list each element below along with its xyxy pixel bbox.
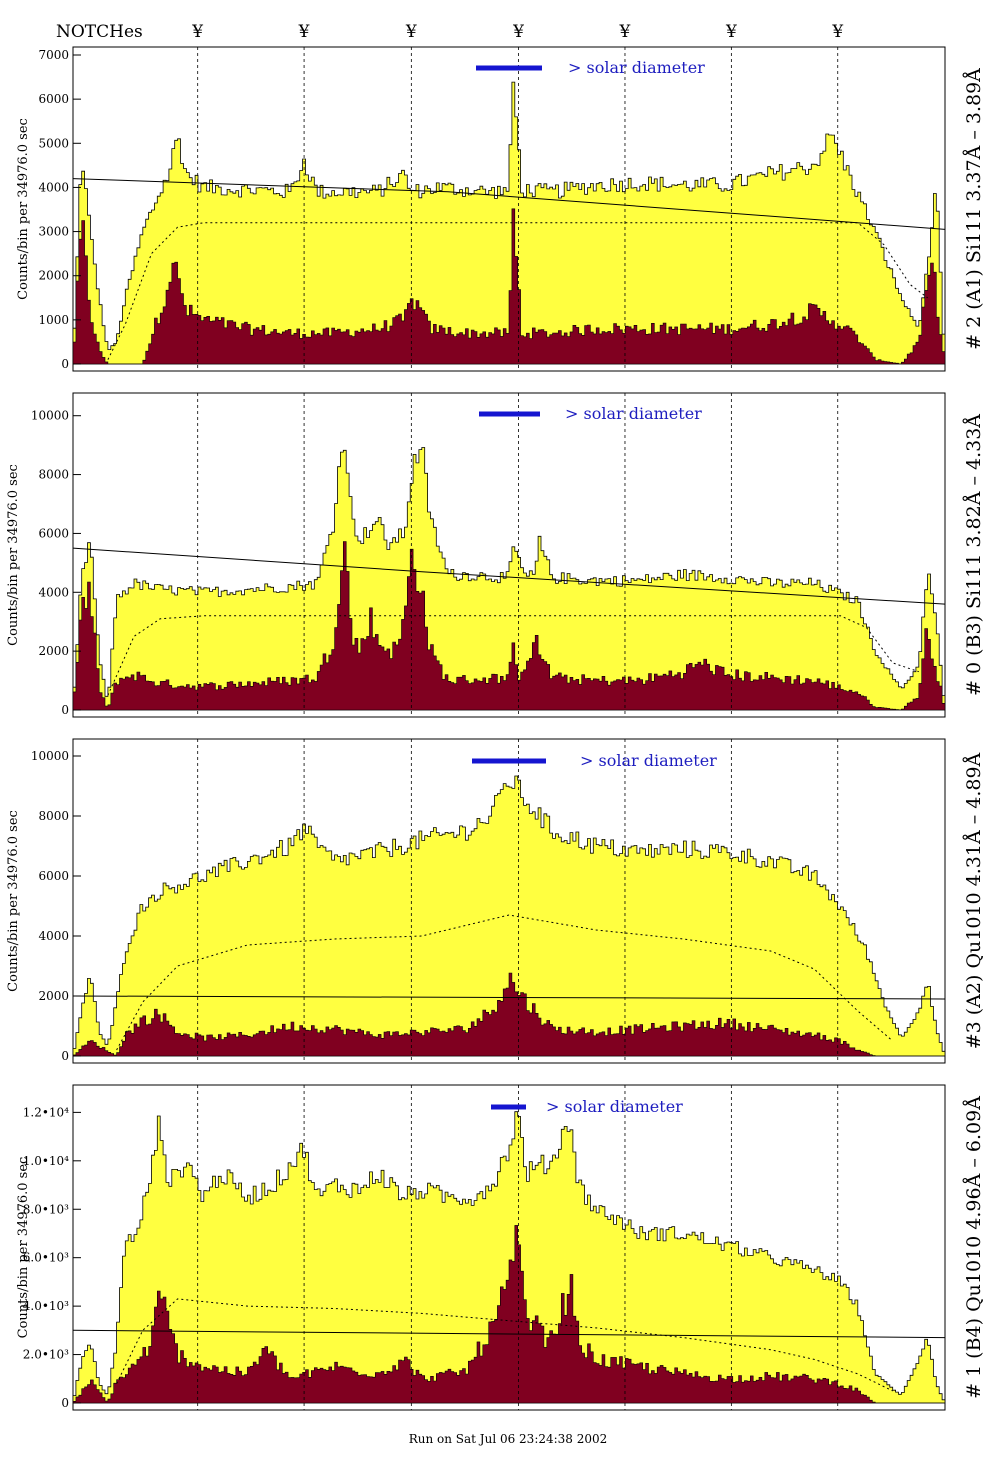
y-tick-label: 6.0•10³	[23, 1251, 69, 1265]
total-counts-histogram	[72, 447, 946, 711]
y-tick-label: 2000	[38, 269, 69, 283]
y-axis-label: Counts/bin per 34976.0 sec	[6, 464, 21, 646]
total-counts-histogram	[72, 775, 946, 1057]
solar-diameter-label: > solar diameter	[565, 404, 702, 423]
efficiency-curve	[116, 914, 894, 1051]
chart-panel-3: 0 2000 4000 6000 8000 10000 Counts/bin per 349…	[6, 738, 985, 1064]
solar-diameter-label: > solar diameter	[580, 751, 717, 770]
efficiency-curve	[107, 615, 919, 696]
y-tick-label: 4000	[38, 585, 69, 599]
y-tick-label: 4000	[38, 929, 69, 943]
solar-diameter-label: > solar diameter	[568, 58, 705, 77]
notch-marker: ¥	[512, 22, 524, 42]
total-counts-histogram	[72, 81, 946, 365]
notch-marker: ¥	[831, 22, 843, 42]
fit-line	[72, 178, 946, 230]
low-counts-histogram	[72, 972, 945, 1057]
y-tick-label: 8000	[38, 809, 69, 823]
y-tick-label: 0	[61, 1396, 69, 1410]
low-counts-histogram	[72, 541, 946, 711]
y-tick-label: 8000	[38, 468, 69, 482]
y-tick-label: 0	[61, 1049, 69, 1063]
chart-panels: 0 1000 2000 3000 4000 5000 6000 7000 Counts/bin …	[6, 46, 985, 1411]
y-tick-label: 1.2•10⁴	[23, 1105, 69, 1119]
y-tick-label: 7000	[38, 48, 69, 62]
y-axis-label: Counts/bin per 34976.0 sec	[6, 810, 21, 992]
y-axis-label: Counts/bin per 34976.0 sec	[16, 118, 31, 300]
y-tick-label: 10000	[31, 409, 69, 423]
total-counts-histogram	[72, 1111, 946, 1404]
y-tick-label: 2.0•10³	[23, 1348, 69, 1362]
y-tick-label: 10000	[31, 749, 69, 763]
y-tick-label: 0	[61, 703, 69, 717]
notch-marker: ¥	[298, 22, 310, 42]
fit-line	[72, 1329, 946, 1339]
y-tick-label: 6000	[38, 526, 69, 540]
panel-title: #3 (A2) Qu1010 4.31Å – 4.89Å	[963, 752, 985, 1049]
y-axis-label: Counts/bin per 34976.0 sec	[16, 1157, 31, 1339]
notch-marker: ¥	[405, 22, 417, 42]
notch-marker: ¥	[725, 22, 737, 42]
panel-title: # 2 (A1) Si111 3.37Å – 3.89Å	[963, 68, 985, 350]
y-tick-label: 4000	[38, 180, 69, 194]
notch-marker: ¥	[619, 22, 631, 42]
y-tick-label: 1000	[38, 313, 69, 327]
efficiency-curve	[116, 1298, 893, 1392]
notch-marks: ¥ ¥ ¥ ¥ ¥ ¥ ¥	[191, 22, 843, 42]
y-tick-label: 1.0•10⁴	[23, 1154, 69, 1168]
run-timestamp: Run on Sat Jul 06 23:24:38 2002	[409, 1432, 608, 1446]
notch-marker: ¥	[191, 22, 203, 42]
panel-title: # 0 (B3) Si111 3.82Å – 4.33Å	[963, 414, 985, 696]
fit-line	[72, 547, 946, 605]
y-tick-label: 2000	[38, 644, 69, 658]
fit-line	[72, 995, 946, 1000]
y-tick-label: 5000	[38, 136, 69, 150]
chart-panel-2: 0 2000 4000 6000 8000 10000 Counts/bin per 349…	[6, 392, 985, 718]
solar-diameter-label: > solar diameter	[546, 1097, 683, 1116]
y-tick-label: 4.0•10³	[23, 1299, 69, 1313]
y-tick-label: 2000	[38, 989, 69, 1003]
low-counts-histogram	[72, 208, 946, 365]
low-counts-histogram	[72, 1225, 945, 1404]
notches-label: NOTCHes	[56, 22, 143, 42]
y-tick-label: 6000	[38, 92, 69, 106]
y-tick-label: 6000	[38, 869, 69, 883]
y-tick-label: 3000	[38, 225, 69, 239]
y-tick-label: 8.0•10³	[23, 1202, 69, 1216]
y-tick-label: 0	[61, 357, 69, 371]
chart-panel-1: 0 1000 2000 3000 4000 5000 6000 7000 Counts/bin …	[16, 46, 985, 372]
panel-title: # 1 (B4) Qu1010 4.96Å – 6.09Å	[963, 1096, 985, 1399]
chart-panel-4: 0 2.0•10³ 4.0•10³ 6.0•10³ 8.0•10³ 1.0•10⁴ 1.2•…	[16, 1084, 985, 1411]
